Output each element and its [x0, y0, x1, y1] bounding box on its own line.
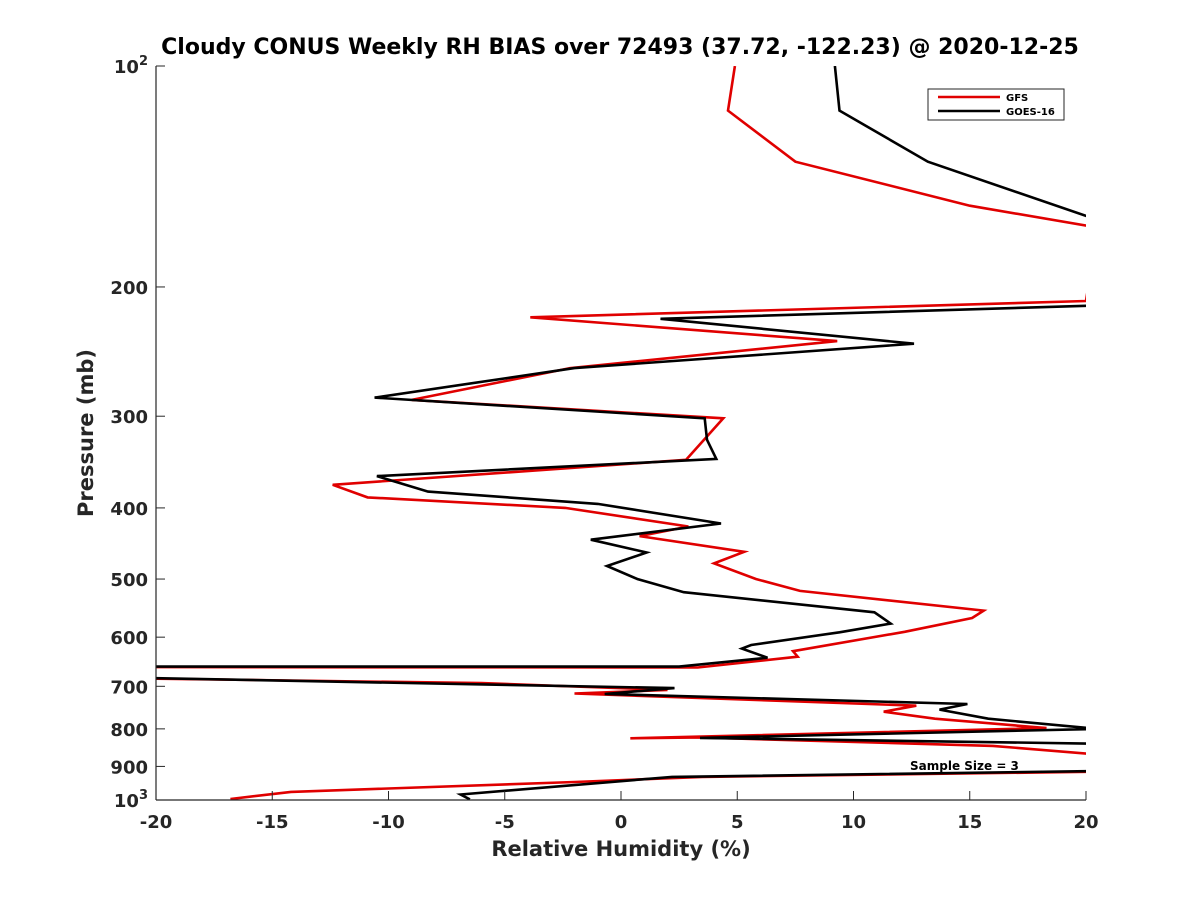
- y-tick-label: 300: [110, 407, 148, 428]
- series-line-goes-16: [156, 66, 1086, 800]
- x-tick-label: -20: [140, 812, 173, 833]
- y-tick-label: 200: [110, 278, 148, 299]
- legend-box: [927, 88, 1065, 121]
- chart-title: Cloudy CONUS Weekly RH BIAS over 72493 (…: [161, 35, 1079, 60]
- y-tick-label: 900: [110, 757, 148, 778]
- plot-area: [155, 66, 1086, 801]
- legend-goes16-label: GOES-16: [1006, 107, 1055, 118]
- y-axis-ticks: 102 200 300 400 500 600 700 800 900 103: [110, 54, 165, 812]
- x-tick-label: 5: [731, 812, 744, 833]
- y-tick-label: 500: [110, 570, 148, 591]
- y-tick-label: 400: [110, 499, 148, 520]
- x-tick-label: -10: [372, 812, 405, 833]
- y-tick-label: 102: [114, 54, 148, 78]
- y-axis-label: Pressure (mb): [74, 349, 98, 517]
- x-tick-label: 15: [957, 812, 982, 833]
- legend-gfs-label: GFS: [1006, 93, 1028, 104]
- x-tick-label: 10: [841, 812, 866, 833]
- legend: GFS GOES-16: [927, 88, 1065, 121]
- x-tick-label: 20: [1073, 812, 1098, 833]
- x-tick-label: 0: [615, 812, 628, 833]
- series-line-gfs: [156, 66, 1086, 800]
- x-axis-ticks: -20 -15 -10 -5 0 5 10 15 20: [140, 791, 1099, 833]
- x-axis-label: Relative Humidity (%): [491, 837, 750, 861]
- y-tick-label: 103: [114, 788, 148, 812]
- sample-size-annotation: Sample Size = 3: [910, 759, 1019, 773]
- y-tick-label: 600: [110, 628, 148, 649]
- x-tick-label: -15: [256, 812, 289, 833]
- y-tick-label: 800: [110, 720, 148, 741]
- x-tick-label: -5: [495, 812, 515, 833]
- y-tick-label: 700: [110, 677, 148, 698]
- plot-background: [156, 66, 1086, 800]
- series-layer: [156, 66, 1086, 800]
